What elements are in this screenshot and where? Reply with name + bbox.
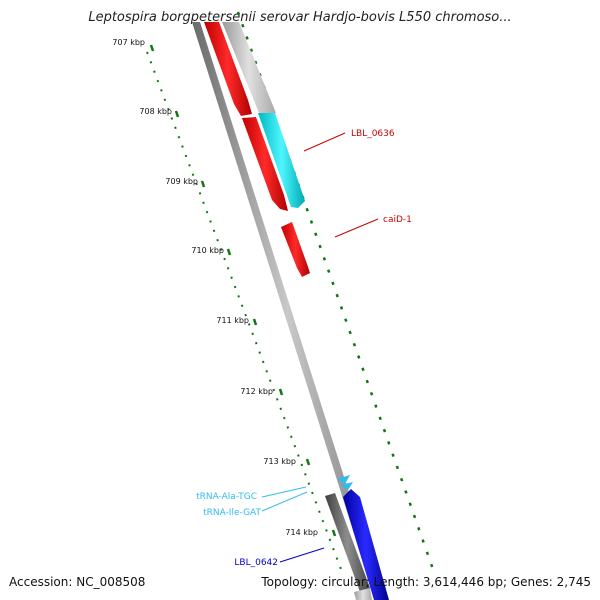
inner-tick-ring: [146, 44, 343, 573]
inner-major-ticks: [149, 44, 337, 537]
gray-cds-feature: [354, 588, 372, 600]
leader-line: [303, 132, 346, 152]
scale-label: 714 kbp: [285, 528, 318, 537]
red-cds-feature: [242, 117, 288, 211]
scale-label: 711 kbp: [216, 316, 249, 325]
trna-feature: [337, 475, 350, 484]
tick-mark: [174, 110, 180, 118]
gene-label-trna-ala-tgc[interactable]: tRNA-Ala-TGC: [196, 492, 257, 502]
tick-mark: [252, 318, 258, 326]
dark-cds-feature: [325, 493, 370, 592]
scale-label: 707 kbp: [112, 38, 145, 47]
red-cds-feature: [281, 222, 310, 277]
cyan-cds-feature: [258, 113, 305, 208]
tick-mark: [200, 180, 206, 188]
tick-mark: [305, 458, 311, 466]
gene-label-trna-ile-gat[interactable]: tRNA-Ile-GAT: [203, 508, 261, 518]
leader-line: [261, 486, 307, 498]
tick-mark: [278, 388, 284, 396]
accession-label: Accession: NC_008508: [9, 575, 146, 589]
red-cds-feature: [204, 22, 252, 116]
trna-feature: [340, 482, 353, 490]
scale-labels: 707 kbp 708 kbp 709 kbp 710 kbp 711 kbp …: [112, 38, 318, 537]
tick-mark: [226, 248, 232, 256]
gene-label-lbl-0642[interactable]: LBL_0642: [234, 558, 278, 568]
blue-cds-feature: [343, 489, 389, 600]
leader-line: [279, 547, 325, 563]
chromosome-backbone: [192, 22, 383, 600]
scale-label: 710 kbp: [191, 246, 224, 255]
gene-features: [204, 22, 389, 600]
leader-line: [261, 491, 308, 512]
scale-label: 713 kbp: [263, 457, 296, 466]
scale-label: 712 kbp: [240, 387, 273, 396]
chromosome-title: Leptospira borgpetersenii serovar Hardjo…: [88, 10, 512, 25]
tick-mark: [331, 529, 337, 537]
leader-line: [334, 218, 379, 238]
scale-label: 709 kbp: [165, 177, 198, 186]
tick-mark: [149, 44, 155, 52]
gene-labels: LBL_0636 caiD-1 tRNA-Ala-TGC tRNA-Ile-GA…: [196, 129, 412, 568]
label-leaders: [261, 132, 379, 563]
gene-label-lbl-0636[interactable]: LBL_0636: [351, 129, 395, 139]
backbone-strand: [192, 22, 383, 600]
gray-cds-feature: [222, 22, 276, 113]
scale-label: 708 kbp: [139, 107, 172, 116]
genome-summary: Topology: circular; Length: 3,614,446 bp…: [261, 575, 591, 589]
gene-label-caid-1[interactable]: caiD-1: [383, 215, 412, 225]
